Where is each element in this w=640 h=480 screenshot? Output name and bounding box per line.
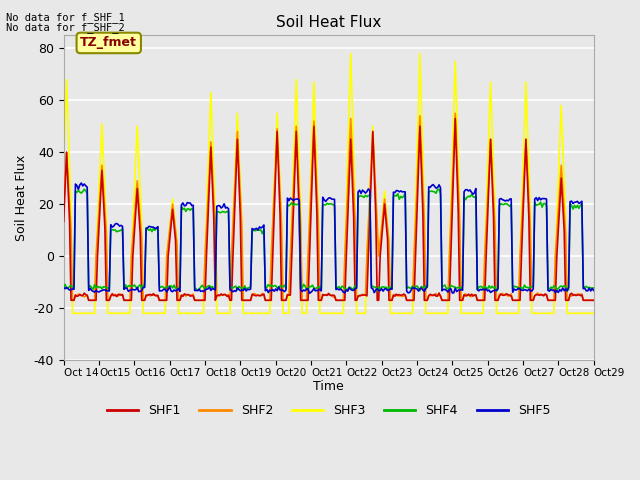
SHF2 (451, 110, 459, 116)
Text: No data for f_SHF_2: No data for f_SHF_2 (6, 22, 125, 33)
SHF5 (60, 285, 67, 290)
SHF3 (347, 50, 355, 56)
SHF3 (394, 311, 402, 316)
SHF1 (67, 298, 75, 303)
Title: Soil Heat Flux: Soil Heat Flux (276, 15, 381, 30)
Y-axis label: Soil Heat Flux: Soil Heat Flux (15, 155, 28, 241)
SHF5 (394, 188, 402, 193)
SHF3 (382, 204, 390, 210)
SHF4 (392, 193, 400, 199)
SHF1 (590, 298, 598, 303)
SHF4 (493, 288, 500, 294)
SHF5 (382, 286, 390, 292)
Text: TZ_fmet: TZ_fmet (80, 36, 137, 49)
Legend: SHF1, SHF2, SHF3, SHF4, SHF5: SHF1, SHF2, SHF3, SHF4, SHF5 (102, 399, 556, 422)
SHF3 (68, 311, 76, 316)
SHF1 (160, 298, 168, 303)
SHF1 (392, 291, 400, 297)
SHF5 (365, 186, 372, 192)
Line: SHF4: SHF4 (63, 189, 594, 291)
SHF4 (363, 194, 371, 200)
SHF2 (381, 196, 388, 202)
SHF3 (76, 311, 84, 316)
SHF2 (160, 298, 168, 303)
SHF3 (365, 221, 372, 227)
SHF1 (76, 291, 84, 297)
SHF4 (590, 285, 598, 291)
SHF4 (160, 285, 168, 290)
SHF5 (160, 286, 168, 292)
SHF5 (77, 180, 85, 186)
SHF2 (392, 293, 400, 299)
Text: No data for f_SHF_1: No data for f_SHF_1 (6, 12, 125, 23)
SHF5 (590, 288, 598, 293)
SHF1 (381, 201, 388, 207)
SHF2 (528, 298, 536, 303)
SHF2 (76, 292, 84, 298)
SHF4 (74, 188, 82, 193)
SHF4 (381, 285, 388, 290)
SHF4 (81, 186, 88, 192)
SHF2 (60, 201, 67, 207)
SHF5 (306, 290, 314, 296)
SHF2 (68, 298, 76, 303)
X-axis label: Time: Time (313, 381, 344, 394)
SHF3 (160, 311, 168, 316)
SHF5 (74, 186, 82, 192)
SHF1 (60, 218, 67, 224)
SHF1 (528, 298, 536, 303)
SHF3 (528, 311, 536, 316)
SHF4 (60, 284, 67, 289)
SHF4 (528, 284, 536, 290)
SHF5 (528, 288, 536, 294)
SHF1 (451, 116, 459, 121)
SHF3 (60, 165, 67, 171)
Line: SHF1: SHF1 (63, 119, 594, 300)
SHF1 (363, 293, 371, 299)
SHF2 (590, 298, 598, 303)
SHF2 (363, 253, 371, 259)
Line: SHF3: SHF3 (63, 53, 594, 313)
Line: SHF2: SHF2 (63, 113, 594, 300)
SHF3 (590, 311, 598, 316)
Line: SHF5: SHF5 (63, 183, 594, 293)
